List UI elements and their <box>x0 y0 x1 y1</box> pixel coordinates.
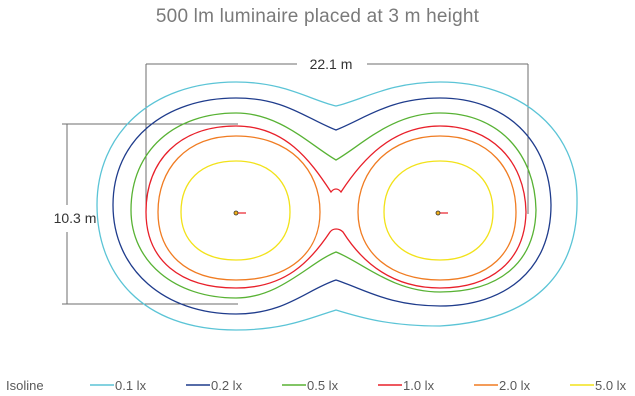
legend-item: 0.5 lx <box>282 378 339 393</box>
legend-title: Isoline <box>6 378 44 393</box>
isoline-2-0-lx <box>157 135 517 281</box>
isoline-5-0-lx <box>180 160 494 261</box>
height-label: 10.3 m <box>54 210 97 226</box>
legend-label: 0.2 lx <box>211 378 243 393</box>
luminaire-markers <box>233 210 448 216</box>
legend-item: 2.0 lx <box>474 378 531 393</box>
legend: Isoline 0.1 lx 0.2 lx 0.5 lx 1.0 lx 2.0 lx 5.… <box>6 378 627 393</box>
dimension-lines <box>62 63 529 305</box>
legend-item: 0.1 lx <box>90 378 147 393</box>
legend-label: 2.0 lx <box>499 378 531 393</box>
diagram-title: 500 lm luminaire placed at 3 m height <box>155 6 480 27</box>
luminaire-left <box>233 210 246 216</box>
luminaire-right <box>435 210 448 216</box>
legend-label: 0.1 lx <box>115 378 147 393</box>
legend-item: 0.2 lx <box>186 378 243 393</box>
isoline-0-1-lx <box>96 81 578 331</box>
isoline-0-5-lx <box>130 112 537 299</box>
legend-item: 5.0 lx <box>570 378 627 393</box>
isoline-1-0-lx <box>145 125 527 289</box>
width-label: 22.1 m <box>310 56 353 72</box>
isoline-0-2-lx <box>112 97 552 315</box>
legend-item: 1.0 lx <box>378 378 435 393</box>
isoline-contours <box>96 81 578 331</box>
legend-label: 5.0 lx <box>595 378 627 393</box>
legend-label: 1.0 lx <box>403 378 435 393</box>
legend-label: 0.5 lx <box>307 378 339 393</box>
